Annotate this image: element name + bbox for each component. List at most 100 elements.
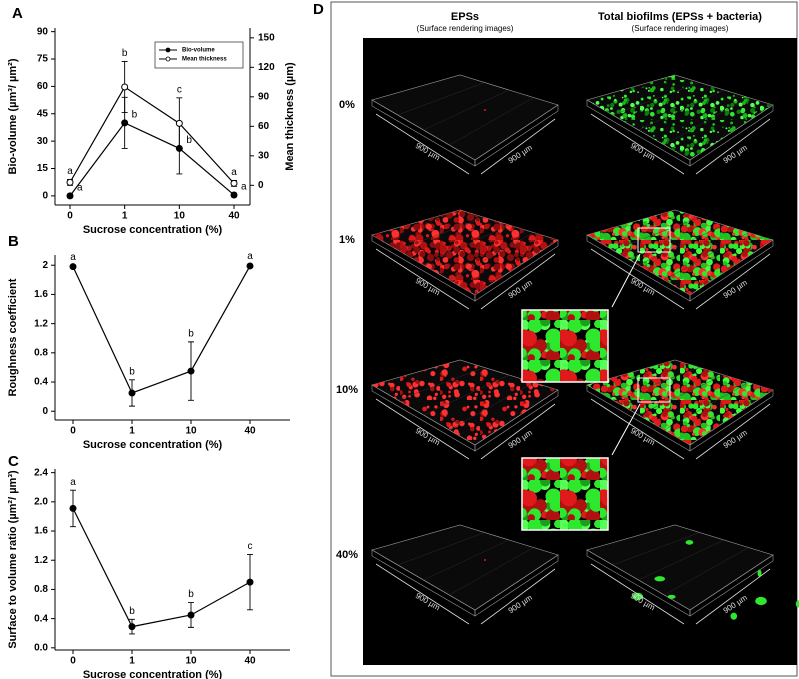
x-tick-label: 0 [67,211,73,222]
y-tick-label: 1.6 [34,289,48,300]
render-grid [664,97,749,146]
x-tick-label: 1 [122,211,128,222]
scale-arrow [695,568,771,625]
significance-letter: b [188,329,194,340]
x-tick-label: 10 [185,656,197,667]
scale-arrow [480,568,556,625]
y-tick-label: 0.8 [34,584,48,595]
render-grid [423,224,510,266]
zoom-marker [637,227,671,253]
data-point [128,389,136,397]
y2-tick-label: 0 [258,180,264,191]
render-grid [397,367,485,401]
legend-marker [165,47,171,53]
column-subtitle: (Surface rendering images) [417,24,514,33]
render-blob [667,594,676,599]
data-point [121,83,129,91]
significance-letter: a [231,167,237,178]
data-point [66,192,74,200]
series-line [72,265,251,394]
significance-letter: c [177,84,182,95]
render-grid [397,217,485,251]
panel-label: B [8,233,19,250]
y-tick-label: 75 [37,54,49,65]
row-label: 0% [339,99,355,111]
data-point [246,262,254,270]
render-grid [423,539,510,581]
y-tick-label: 0.4 [34,377,48,388]
render-grid [612,367,700,401]
scale-arrow [375,248,470,310]
significance-letter: a [77,183,83,194]
y-tick-label: 2.4 [34,467,48,478]
data-point [69,263,77,271]
y-tick-label: 1.2 [34,555,48,566]
data-point [230,179,238,187]
scale-arrow [695,253,771,310]
y-tick-label: 15 [37,163,49,174]
render-grid [664,232,749,281]
x-tick-label: 10 [174,211,186,222]
y-tick-label: 0 [42,191,48,202]
render-side [474,554,559,617]
scale-arrow [590,563,685,625]
significance-letter: b [188,589,194,600]
render-grid [638,539,725,581]
render-grid [664,547,749,596]
x-tick-label: 1 [129,426,135,437]
render-blob [632,592,644,601]
data-point [246,578,254,586]
data-point [175,119,183,127]
render-blob [795,600,799,608]
render-grid [423,374,510,416]
y-axis-label: Roughness coefficient [7,278,19,396]
x-tick-label: 1 [129,656,135,667]
render-grid [449,382,534,431]
zoom-inset [521,457,609,531]
y-axis-label: Surface to volume ratio (µm²/ µm³) [7,470,19,649]
column-subtitle: (Surface rendering images) [632,24,729,33]
y-tick-label: 45 [37,108,49,119]
y-tick-label: 1.6 [34,526,48,537]
significance-letter: b [186,135,192,146]
x-axis-label: Sucrose concentration (%) [83,224,223,236]
y-tick-label: 1.2 [34,318,48,329]
render-surface [372,360,558,445]
row-label: 1% [339,234,355,246]
y2-tick-label: 30 [258,150,270,161]
y2-tick-label: 90 [258,91,270,102]
scale-arrow [480,403,556,460]
render-blob [730,612,738,620]
render-grid [449,547,534,596]
render-grid [612,217,700,251]
y-tick-label: 2 [42,260,48,271]
data-point [121,119,129,127]
render-blob [685,540,694,545]
series-line [72,508,251,628]
scale-arrow [480,253,556,310]
scale-arrow [695,403,771,460]
render-grid [638,89,725,131]
legend-label: Mean thickness [182,57,227,63]
y-tick-label: 90 [37,26,49,37]
render-side [689,554,774,617]
y-tick-label: 0.0 [34,642,48,653]
x-tick-label: 40 [244,426,256,437]
scale-arrow [590,113,685,175]
data-point [128,623,136,631]
render-grid [449,232,534,281]
render-surface [587,210,773,295]
data-point [230,191,238,199]
y2-tick-label: 120 [258,62,275,73]
row-label: 10% [336,384,358,396]
y-tick-label: 2.0 [34,496,48,507]
zoom-marker [637,377,671,403]
y-axis-label: Bio-volume (µm³/ µm²) [7,58,19,174]
panel-label: C [8,453,19,470]
y2-tick-label: 150 [258,32,275,43]
y-tick-label: 30 [37,136,49,147]
scale-arrow [480,118,556,175]
significance-letter: b [129,606,135,617]
render-grid [397,532,485,566]
